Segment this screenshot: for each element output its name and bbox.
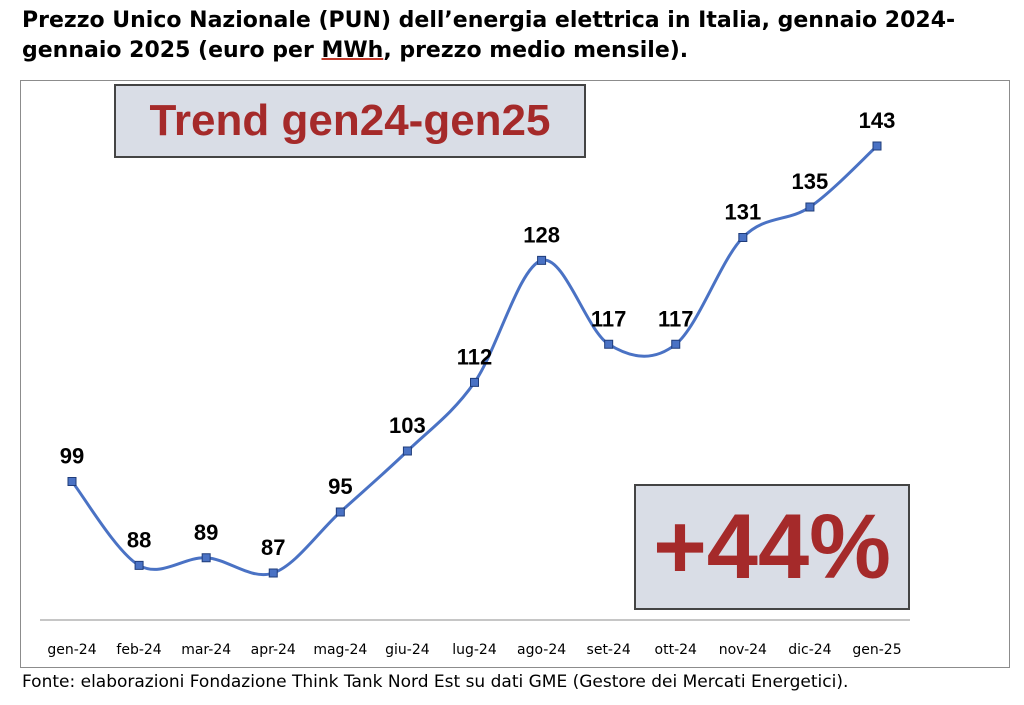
data-point-nov-24 [738,233,748,242]
data-label-feb-24: 88 [127,527,151,552]
x-tick-label-nov-24: nov-24 [719,642,767,658]
data-point-gen-24 [67,477,77,486]
data-label-set-24: 117 [591,306,627,331]
x-tick-label-lug-24: lug-24 [452,642,497,658]
chart-title: Prezzo Unico Nazionale (PUN) dell’energi… [22,6,1012,66]
data-point-ago-24 [537,255,547,265]
data-label-mag-24: 95 [328,474,352,499]
title-unit: MWh [321,38,384,63]
x-tick-label-apr-24: apr-24 [251,642,296,658]
data-point-apr-24 [268,568,278,578]
x-tick-label-gen-25: gen-25 [852,642,901,658]
title-text: Prezzo Unico Nazionale (PUN) dell’energi… [22,8,956,63]
data-point-lug-24 [470,377,479,387]
percent-change-box: +44% [634,484,910,610]
data-label-dic-24: 135 [792,169,829,194]
data-label-mar-24: 89 [194,520,218,545]
x-tick-label-mar-24: mar-24 [181,642,231,658]
data-point-ott-24 [671,339,681,349]
data-point-feb-24 [134,560,144,570]
data-label-ott-24: 117 [658,306,694,331]
x-tick-label-gen-24: gen-24 [47,642,96,658]
x-tick-label-ott-24: ott-24 [655,642,698,658]
x-tick-label-giu-24: giu-24 [385,642,430,658]
x-tick-label-feb-24: feb-24 [116,642,161,658]
x-tick-label-set-24: set-24 [587,642,631,658]
x-tick-label-mag-24: mag-24 [313,642,367,658]
data-label-lug-24: 112 [457,344,493,369]
data-point-giu-24 [402,446,412,456]
data-point-gen-25 [872,141,882,151]
data-label-apr-24: 87 [261,535,285,560]
x-tick-label-ago-24: ago-24 [517,642,566,658]
data-label-nov-24: 131 [724,200,761,225]
title-text-end: , prezzo medio mensile). [383,38,689,63]
data-label-gen-24: 99 [60,444,84,469]
data-point-set-24 [604,339,614,349]
data-point-dic-24 [805,202,815,212]
plot-frame [20,80,1010,668]
data-label-gen-25: 143 [859,108,896,133]
trend-box: Trend gen24-gen25 [114,84,586,158]
source-note: Fonte: elaborazioni Fondazione Think Tan… [22,672,849,692]
data-point-mag-24 [335,507,345,517]
x-tick-label-dic-24: dic-24 [788,642,831,658]
data-label-ago-24: 128 [523,222,560,247]
data-label-giu-24: 103 [389,413,426,438]
data-point-mar-24 [201,553,211,563]
